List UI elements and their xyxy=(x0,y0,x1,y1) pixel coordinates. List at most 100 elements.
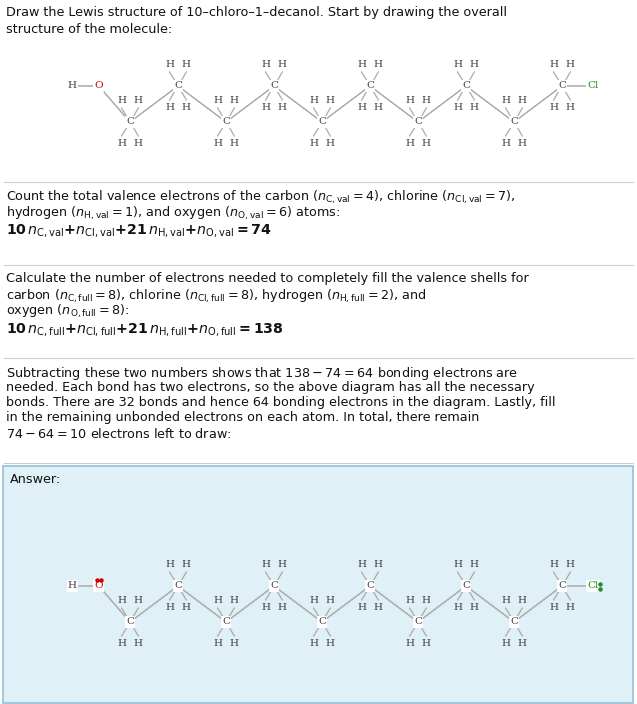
Text: H: H xyxy=(117,96,126,105)
Text: $\mathbf{10\,}$$n_\mathrm{C,full}$$\mathbf{ + }$$n_\mathrm{Cl,full}$$\mathbf{ + : $\mathbf{10\,}$$n_\mathrm{C,full}$$\math… xyxy=(6,320,284,337)
Text: H: H xyxy=(165,103,174,112)
Text: C: C xyxy=(270,582,278,591)
Text: H: H xyxy=(326,639,335,648)
Text: C: C xyxy=(222,617,230,627)
Text: H: H xyxy=(182,60,191,69)
Text: $74 - 64 = 10$ electrons left to draw:: $74 - 64 = 10$ electrons left to draw: xyxy=(6,427,231,441)
Text: $\mathbf{10\,}$$n_\mathrm{C,val}$$\mathbf{ + }$$n_\mathrm{Cl,val}$$\mathbf{ + 21: $\mathbf{10\,}$$n_\mathrm{C,val}$$\mathb… xyxy=(6,222,272,239)
Text: H: H xyxy=(566,103,575,112)
Text: H: H xyxy=(501,139,510,148)
Text: H: H xyxy=(518,96,527,105)
Text: H: H xyxy=(117,596,126,605)
Text: C: C xyxy=(558,82,566,91)
Text: H: H xyxy=(213,139,222,148)
Text: H: H xyxy=(230,639,239,648)
Text: H: H xyxy=(501,96,510,105)
Text: H: H xyxy=(566,603,575,612)
Text: H: H xyxy=(422,596,431,605)
Text: H: H xyxy=(405,139,414,148)
Text: C: C xyxy=(126,118,134,127)
Text: C: C xyxy=(414,617,422,627)
Text: H: H xyxy=(453,603,462,612)
Text: Draw the Lewis structure of 10–chloro–1–decanol. Start by drawing the overall
st: Draw the Lewis structure of 10–chloro–1–… xyxy=(6,6,507,36)
Text: H: H xyxy=(405,96,414,105)
Text: C: C xyxy=(510,118,518,127)
Text: C: C xyxy=(318,118,326,127)
Text: H: H xyxy=(374,60,383,69)
Text: C: C xyxy=(510,617,518,627)
Text: C: C xyxy=(222,118,230,127)
Text: oxygen ($n_\mathrm{O,full} = 8$):: oxygen ($n_\mathrm{O,full} = 8$): xyxy=(6,303,129,320)
Text: H: H xyxy=(278,603,287,612)
Text: C: C xyxy=(126,617,134,627)
Text: C: C xyxy=(174,582,182,591)
Text: H: H xyxy=(453,60,462,69)
Text: Cl: Cl xyxy=(587,82,599,91)
Text: O: O xyxy=(94,82,103,91)
Text: H: H xyxy=(134,139,143,148)
Text: Calculate the number of electrons needed to completely fill the valence shells f: Calculate the number of electrons needed… xyxy=(6,272,529,285)
Text: H: H xyxy=(549,60,558,69)
Text: H: H xyxy=(182,103,191,112)
Text: Cl: Cl xyxy=(587,582,599,591)
Text: H: H xyxy=(518,139,527,148)
Text: H: H xyxy=(230,96,239,105)
Text: H: H xyxy=(213,639,222,648)
Text: H: H xyxy=(326,96,335,105)
Text: C: C xyxy=(558,582,566,591)
Text: H: H xyxy=(278,103,287,112)
Text: C: C xyxy=(462,82,470,91)
Text: H: H xyxy=(309,596,318,605)
Text: carbon ($n_\mathrm{C,full} = 8$), chlorine ($n_\mathrm{Cl,full} = 8$), hydrogen : carbon ($n_\mathrm{C,full} = 8$), chlori… xyxy=(6,287,426,305)
Text: H: H xyxy=(68,582,77,591)
Text: H: H xyxy=(374,603,383,612)
Text: C: C xyxy=(366,582,374,591)
Text: hydrogen ($n_\mathrm{H,val} = 1$), and oxygen ($n_\mathrm{O,val} = 6$) atoms:: hydrogen ($n_\mathrm{H,val} = 1$), and o… xyxy=(6,204,340,222)
Text: H: H xyxy=(470,103,479,112)
Text: C: C xyxy=(462,582,470,591)
Text: H: H xyxy=(213,596,222,605)
Text: H: H xyxy=(261,60,270,69)
Text: C: C xyxy=(414,118,422,127)
Text: H: H xyxy=(422,139,431,148)
Text: H: H xyxy=(182,560,191,569)
Text: H: H xyxy=(549,560,558,569)
Text: H: H xyxy=(326,596,335,605)
Text: H: H xyxy=(357,103,366,112)
Text: H: H xyxy=(309,639,318,648)
Text: H: H xyxy=(134,596,143,605)
Text: H: H xyxy=(134,639,143,648)
Text: H: H xyxy=(501,596,510,605)
Text: H: H xyxy=(470,560,479,569)
Text: H: H xyxy=(278,60,287,69)
Text: C: C xyxy=(366,82,374,91)
Text: H: H xyxy=(453,560,462,569)
Text: in the remaining unbonded electrons on each atom. In total, there remain: in the remaining unbonded electrons on e… xyxy=(6,412,480,425)
Text: C: C xyxy=(174,82,182,91)
Text: H: H xyxy=(261,560,270,569)
Text: H: H xyxy=(182,603,191,612)
Text: H: H xyxy=(470,603,479,612)
Text: H: H xyxy=(117,139,126,148)
Text: H: H xyxy=(117,639,126,648)
Text: H: H xyxy=(68,82,77,91)
Text: H: H xyxy=(566,560,575,569)
Text: H: H xyxy=(357,603,366,612)
Text: H: H xyxy=(357,560,366,569)
Text: H: H xyxy=(357,60,366,69)
Text: H: H xyxy=(309,139,318,148)
Text: Answer:: Answer: xyxy=(10,473,61,486)
Text: Subtracting these two numbers shows that $138 - 74 = 64$ bonding electrons are: Subtracting these two numbers shows that… xyxy=(6,365,519,382)
Text: H: H xyxy=(374,560,383,569)
Text: H: H xyxy=(549,603,558,612)
Text: H: H xyxy=(213,96,222,105)
Text: H: H xyxy=(422,96,431,105)
Text: H: H xyxy=(566,60,575,69)
Text: H: H xyxy=(518,639,527,648)
Text: H: H xyxy=(374,103,383,112)
Text: H: H xyxy=(453,103,462,112)
Text: bonds. There are 32 bonds and hence 64 bonding electrons in the diagram. Lastly,: bonds. There are 32 bonds and hence 64 b… xyxy=(6,396,555,409)
Text: O: O xyxy=(94,582,103,591)
Text: H: H xyxy=(405,639,414,648)
FancyBboxPatch shape xyxy=(3,466,633,703)
